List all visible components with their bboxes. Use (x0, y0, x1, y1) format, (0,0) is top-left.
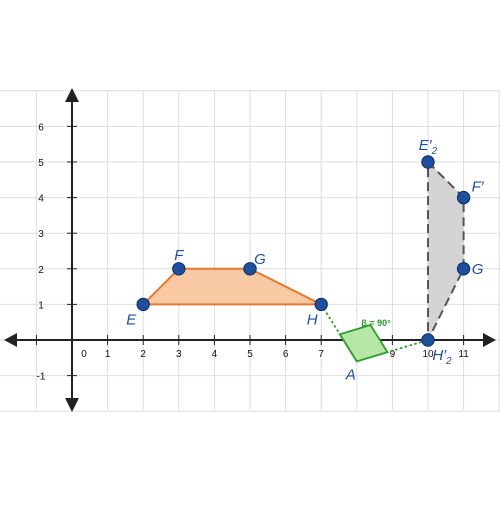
point-e (136, 297, 150, 312)
tick-marks: 01234567891011654321-1 (35, 122, 469, 383)
x-tick-label: 1 (105, 349, 111, 360)
label-rotation-center-a: A (345, 366, 356, 383)
y-tick-label: 5 (38, 158, 44, 169)
label-h: H (307, 311, 318, 328)
points (136, 155, 471, 347)
label-e: E (126, 311, 137, 328)
point-e2 (421, 155, 435, 169)
x-axis-arrow-right (483, 333, 496, 347)
x-tick-label: 10 (422, 349, 434, 360)
right-angle-marker (338, 323, 389, 363)
x-tick-label: 3 (176, 349, 182, 360)
rotation-angle-label: β = 90° (361, 318, 391, 328)
point-f2 (456, 190, 471, 205)
x-tick-label: 11 (458, 349, 469, 360)
x-tick-label: 9 (390, 349, 396, 360)
rotation-indicator: β = 90° (320, 303, 429, 363)
label-h2: H′2 (432, 347, 452, 367)
y-tick-label: 3 (38, 229, 44, 240)
x-axis-arrow-left (4, 333, 17, 347)
x-tick-label: 0 (81, 349, 87, 360)
point-h (314, 297, 328, 312)
x-tick-label: 4 (212, 349, 218, 360)
label-subscript: 2 (431, 146, 438, 157)
y-axis-arrow-down (65, 398, 79, 412)
label-g2: G (472, 261, 484, 278)
x-tick-label: 5 (247, 349, 253, 360)
point-g2 (456, 262, 471, 276)
x-tick-label: 6 (283, 349, 289, 360)
original-trapezoid-efgh (142, 267, 323, 306)
label-f: F (174, 247, 184, 264)
point-f (172, 262, 186, 276)
label-f2: F′ (472, 179, 485, 196)
label-subscript: 2 (445, 356, 452, 367)
x-tick-label: 2 (140, 349, 146, 360)
y-tick-label: 1 (38, 300, 44, 311)
shapes (142, 161, 465, 341)
y-tick-label: 6 (38, 122, 44, 133)
y-tick-label: 2 (38, 265, 44, 276)
y-tick-label: -1 (37, 372, 46, 383)
x-tick-label: 7 (318, 349, 324, 360)
rotated-trapezoid-image (427, 161, 465, 341)
label-g: G (254, 251, 266, 268)
y-tick-label: 4 (38, 194, 44, 205)
point-labels: EF GHE′2F′GH′2A (126, 137, 485, 383)
point-g (243, 262, 257, 276)
point-h2 (421, 333, 435, 347)
y-axis-arrow-up (65, 88, 79, 102)
